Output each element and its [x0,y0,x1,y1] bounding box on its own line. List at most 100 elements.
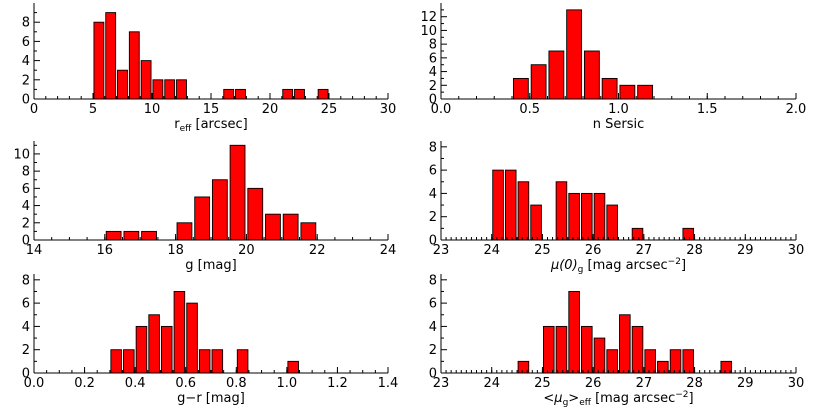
x-tick-label: 27 [636,376,653,391]
histogram-bar [93,21,105,100]
histogram-bar [176,222,193,241]
y-tick-label: 2 [22,343,30,358]
x-tick-label: 0.8 [226,376,247,391]
x-tick-label: 1.2 [327,376,348,391]
x-tick-label: 24 [483,243,500,258]
histogram-bar [581,325,593,374]
y-tick-label: 4 [22,320,30,335]
x-tick-label: 0.6 [175,376,196,391]
x-tick-label: 18 [167,243,184,258]
histogram-bar [123,349,135,374]
histogram-bar [194,196,211,241]
y-tick-label: 10 [13,147,30,162]
y-tick-label: 4 [429,187,437,202]
x-axis-label: g [mag] [185,258,236,273]
histogram-bar [581,192,593,241]
x-axis-label-part: eff [579,398,592,408]
x-axis-label-part: [arcsec] [191,117,247,132]
histogram-bar [176,79,187,100]
y-tick-label: 6 [429,51,437,66]
histogram-bar [619,314,631,374]
x-tick-label: 28 [686,243,703,258]
x-tick-label: 20 [262,102,279,117]
x-tick-label: 15 [203,102,220,117]
histogram-bar [606,349,618,374]
histogram-bar [128,31,140,100]
x-tick-label: 1.4 [378,376,399,391]
y-tick-label: 0 [429,367,437,382]
histogram-bar [105,12,117,100]
histogram-bar [186,302,198,374]
x-tick-label: 24 [380,243,397,258]
y-tick-label: 4 [22,199,30,214]
x-tick-label: 0.0 [431,102,452,117]
panel-g-minus-r-histogram: 0.0 0.2 0.4 0.6 0.8 1.0 1.2 1.4 0 2 4 6 8 g−r [mag] [22,273,399,406]
y-tick-label: 2 [429,343,437,358]
histogram-bar [164,79,176,100]
x-tick-label: 0.4 [125,376,146,391]
histogram-bar [265,213,281,241]
x-axis-label: g−r [mag] [177,391,245,406]
y-tick-label: 6 [22,182,30,197]
histogram-bar [229,144,246,241]
histogram-bar [223,88,235,100]
histogram-bar [105,230,122,241]
y-tick-label: 4 [429,65,437,80]
x-axis-label: μ(0)g [mag arcsec−2] [550,257,686,275]
y-tick-label: 8 [22,165,30,180]
x-axis-label: <μg>eff [mag arcsec−2] [543,390,693,408]
x-tick-label: 24 [483,376,500,391]
x-axis-label-part: −2 [675,390,688,400]
histogram-bar [568,192,580,241]
x-axis-label-part: n Sersic [593,117,645,132]
x-axis-label: n Sersic [593,117,645,132]
y-tick-label: 12 [420,10,437,25]
y-tick-label: 0 [22,93,30,108]
histogram-bar [555,325,568,374]
histogram-bar [644,349,656,374]
histogram-bar [566,9,583,100]
y-tick-label: 10 [420,24,437,39]
histogram-bar [282,88,294,100]
x-axis-label-part: ] [689,391,694,406]
x-tick-label: 0.2 [74,376,95,391]
x-tick-label: 29 [737,243,754,258]
histogram-bar [504,169,517,241]
x-tick-label: 26 [585,243,602,258]
histogram-bar [300,222,317,241]
histogram-bar [117,69,128,100]
y-tick-label: 6 [429,297,437,312]
histogram-bar [211,179,228,241]
y-tick-label: 2 [22,73,30,88]
x-tick-label: 27 [636,243,653,258]
histogram-bar [160,325,173,374]
x-axis-label: reff [arcsec] [174,117,247,134]
x-axis-label-part: [mag arcsec [583,258,667,273]
histogram-bar [152,79,164,100]
histogram-bar [619,84,636,100]
y-tick-label: 2 [429,210,437,225]
x-tick-label: 1.0 [608,102,629,117]
histogram-bar [631,325,644,374]
x-axis-label-part: ] [681,258,686,273]
x-tick-label: 29 [737,376,754,391]
y-tick-label: 2 [429,79,437,94]
x-axis-label-part: eff [180,124,193,134]
histogram-bar [568,291,580,374]
x-tick-label: 30 [788,243,805,258]
y-tick-label: 0 [22,367,30,382]
histogram-bar [542,325,555,374]
x-tick-label: 1.5 [697,102,718,117]
x-axis-label-part: g−r [mag] [177,391,245,406]
histogram-bar [211,349,224,374]
histogram-bar [287,360,299,374]
histogram-bar [530,64,547,100]
histogram-bar [583,50,600,100]
x-axis-label-part: [mag arcsec [591,391,675,406]
histogram-bar [682,349,695,374]
histogram-bar [492,169,504,241]
x-tick-label: 0 [30,102,38,117]
